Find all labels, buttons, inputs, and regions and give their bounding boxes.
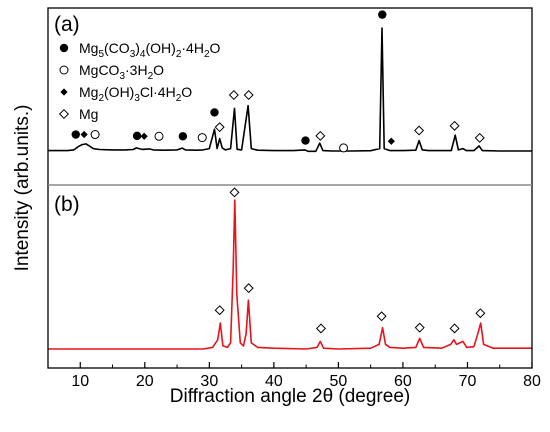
legend-text-run: (OH)	[145, 40, 175, 56]
x-tick-label: 20	[136, 373, 154, 390]
legend-text-run: ·3H	[125, 62, 148, 78]
legend-symbol-filled-circle	[59, 43, 69, 53]
peak-marker-open-circle	[90, 130, 100, 140]
x-tick-label: 60	[394, 373, 412, 390]
legend-text-run: (OH)	[104, 84, 134, 100]
x-tick-label: 40	[265, 373, 283, 390]
peak-marker-filled-circle	[178, 132, 188, 141]
legend-subscript: 2	[176, 93, 182, 104]
legend-text-run: ·4H	[181, 40, 204, 56]
x-axis-title: Diffraction angle 2θ (degree)	[170, 386, 410, 407]
pattern-line-a	[48, 27, 532, 153]
legend-text-run: MgCO	[79, 62, 120, 78]
legend-text-run: (CO	[104, 40, 130, 56]
plot-frame	[47, 7, 533, 369]
legend-item: Mg2(OH)3Cl·4H2O	[60, 84, 192, 104]
peak-marker-open-diamond	[243, 89, 254, 101]
legend-subscript: 3	[130, 49, 136, 60]
peak-marker-open-diamond	[376, 311, 387, 322]
peak-marker-open-diamond	[243, 283, 254, 294]
peak-marker-filled-circle	[132, 131, 142, 141]
legend-item: MgCO3·3H2O	[59, 62, 164, 82]
y-axis-title: Intensity (arb.units.)	[12, 105, 33, 272]
legend-subscript: 2	[176, 49, 182, 60]
x-tick-label: 70	[459, 373, 477, 390]
peak-marker-open-diamond	[228, 89, 239, 101]
panel-b-label: (b)	[54, 193, 80, 216]
legend-label: Mg	[79, 106, 98, 122]
peak-marker-open-diamond	[214, 122, 225, 133]
x-tick-label: 80	[523, 373, 541, 390]
panel-a-label: (a)	[54, 13, 80, 36]
peak-marker-open-diamond	[449, 120, 460, 131]
x-axis: 10 20 30 40 50 60 70 80	[47, 362, 541, 390]
legend-text-run: Mg	[79, 40, 98, 56]
peak-marker-open-diamond	[414, 322, 425, 333]
peak-marker-filled-diamond	[140, 132, 148, 140]
legend-text-run: Cl·4H	[140, 84, 176, 100]
legend-text-run: O	[210, 40, 221, 56]
peak-marker-open-diamond	[449, 323, 460, 334]
legend-subscript: 2	[148, 71, 154, 82]
legend-subscript: 4	[140, 49, 146, 60]
legend: Mg5(CO3)4(OH)2·4H2OMgCO3·3H2OMg2(OH)3Cl·…	[58, 40, 221, 122]
legend-symbol-filled-diamond	[60, 88, 68, 96]
peak-marker-open-diamond	[229, 187, 240, 198]
x-tick-label: 30	[200, 373, 218, 390]
legend-text-run: Mg	[79, 106, 98, 122]
peak-marker-filled-diamond	[80, 130, 88, 139]
peak-marker-open-circle	[339, 143, 349, 153]
legend-symbol-open-circle	[59, 65, 69, 75]
x-tick-label: 50	[330, 373, 348, 390]
legend-item: Mg5(CO3)4(OH)2·4H2O	[59, 40, 221, 60]
peak-marker-open-circle	[154, 131, 164, 141]
x-tick-label: 10	[71, 373, 89, 390]
peak-marker-open-diamond	[475, 308, 486, 319]
plot-area	[48, 10, 532, 350]
peak-marker-filled-circle	[301, 136, 310, 145]
legend-text-run: O	[181, 84, 192, 100]
peak-marker-open-diamond	[214, 305, 225, 316]
peak-markers-b	[214, 187, 486, 334]
legend-subscript: 2	[204, 49, 210, 60]
peak-marker-filled-circle	[210, 108, 219, 117]
peak-marker-open-diamond	[474, 132, 485, 143]
peak-marker-filled-diamond	[387, 137, 395, 145]
legend-subscript: 3	[119, 71, 125, 82]
legend-text-run: Mg	[79, 84, 98, 100]
legend-text-run: O	[153, 62, 164, 78]
legend-label: Mg2(OH)3Cl·4H2O	[79, 84, 192, 104]
peak-marker-open-diamond	[414, 125, 425, 136]
legend-subscript: 3	[134, 93, 140, 104]
legend-subscript: 2	[98, 93, 104, 104]
peak-markers-a	[71, 10, 485, 153]
peak-marker-open-diamond	[315, 323, 326, 334]
legend-symbol-open-diamond	[58, 108, 70, 120]
legend-label: Mg5(CO3)4(OH)2·4H2O	[79, 40, 221, 60]
peak-marker-open-circle	[197, 133, 207, 143]
pattern-line-b	[48, 199, 532, 350]
legend-subscript: 5	[98, 49, 104, 60]
peak-marker-filled-circle	[378, 10, 387, 19]
peak-marker-open-diamond	[315, 130, 326, 141]
legend-item: Mg	[58, 106, 98, 122]
legend-label: MgCO3·3H2O	[79, 62, 164, 82]
peak-marker-filled-circle	[71, 130, 80, 139]
legend-text-run: )	[135, 40, 140, 56]
